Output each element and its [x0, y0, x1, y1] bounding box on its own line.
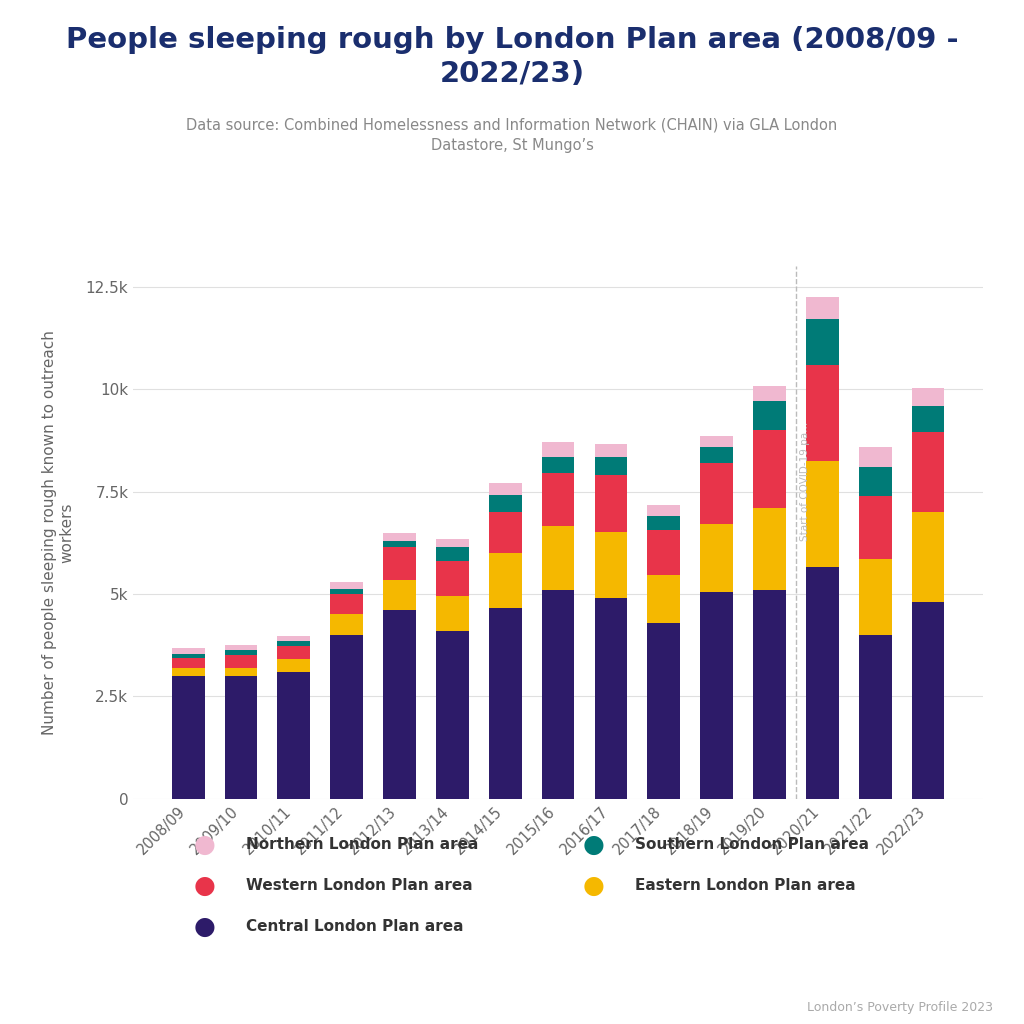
Bar — [806, 365, 839, 461]
Bar — [595, 598, 628, 799]
Bar — [436, 631, 469, 799]
Bar — [224, 655, 257, 669]
Bar — [224, 669, 257, 676]
Bar — [488, 482, 521, 495]
Bar — [542, 457, 574, 473]
Bar — [700, 447, 733, 463]
Bar — [700, 524, 733, 592]
Bar — [436, 547, 469, 561]
Bar — [436, 561, 469, 596]
Bar — [806, 461, 839, 567]
Bar — [278, 672, 310, 799]
Bar — [859, 559, 892, 635]
Bar — [753, 590, 785, 799]
Text: People sleeping rough by London Plan area (2008/09 -
2022/23): People sleeping rough by London Plan are… — [66, 26, 958, 88]
Bar — [647, 516, 680, 530]
Bar — [488, 495, 521, 512]
Text: Start of COVID-19 pa...: Start of COVID-19 pa... — [800, 422, 810, 541]
Bar — [172, 648, 205, 653]
Bar — [859, 635, 892, 799]
Bar — [647, 506, 680, 516]
Bar — [172, 668, 205, 676]
Bar — [383, 534, 416, 541]
Y-axis label: Number of people sleeping rough known to outreach
workers: Number of people sleeping rough known to… — [42, 330, 75, 735]
Bar — [224, 676, 257, 799]
Bar — [436, 596, 469, 631]
Bar — [647, 623, 680, 799]
Bar — [753, 401, 785, 430]
Bar — [172, 657, 205, 668]
Bar — [331, 635, 364, 799]
Bar — [859, 447, 892, 467]
Bar — [595, 475, 628, 532]
Text: Data source: Combined Homelessness and Information Network (CHAIN) via GLA Londo: Data source: Combined Homelessness and I… — [186, 118, 838, 153]
Bar — [488, 608, 521, 799]
Bar — [331, 582, 364, 589]
Bar — [806, 319, 839, 365]
Bar — [436, 539, 469, 547]
Bar — [383, 541, 416, 547]
Bar — [911, 432, 944, 512]
Text: Southern London Plan area: Southern London Plan area — [635, 838, 869, 852]
Text: ●: ● — [583, 833, 605, 857]
Bar — [383, 610, 416, 799]
Bar — [647, 530, 680, 575]
Text: ●: ● — [194, 833, 216, 857]
Bar — [488, 512, 521, 553]
Bar — [278, 636, 310, 641]
Bar — [278, 659, 310, 672]
Bar — [700, 436, 733, 447]
Bar — [542, 526, 574, 590]
Text: ●: ● — [194, 873, 216, 898]
Text: Eastern London Plan area: Eastern London Plan area — [635, 879, 855, 893]
Bar — [595, 443, 628, 457]
Bar — [700, 463, 733, 524]
Text: Central London Plan area: Central London Plan area — [246, 920, 463, 934]
Bar — [806, 567, 839, 799]
Bar — [224, 645, 257, 650]
Bar — [542, 442, 574, 457]
Text: ●: ● — [194, 914, 216, 939]
Bar — [753, 508, 785, 590]
Bar — [278, 646, 310, 659]
Bar — [383, 580, 416, 610]
Bar — [172, 653, 205, 657]
Bar — [542, 473, 574, 526]
Bar — [172, 676, 205, 799]
Bar — [331, 614, 364, 635]
Bar — [383, 547, 416, 580]
Bar — [700, 592, 733, 799]
Bar — [911, 512, 944, 602]
Bar — [647, 575, 680, 623]
Bar — [542, 590, 574, 799]
Bar — [595, 457, 628, 475]
Bar — [911, 602, 944, 799]
Bar — [859, 496, 892, 559]
Bar — [278, 641, 310, 646]
Text: Western London Plan area: Western London Plan area — [246, 879, 472, 893]
Bar — [859, 467, 892, 496]
Bar — [595, 532, 628, 598]
Bar — [753, 430, 785, 508]
Bar — [224, 650, 257, 655]
Bar — [488, 553, 521, 608]
Bar — [331, 594, 364, 614]
Bar — [331, 589, 364, 594]
Bar — [753, 386, 785, 401]
Text: London’s Poverty Profile 2023: London’s Poverty Profile 2023 — [807, 1000, 993, 1014]
Bar — [806, 297, 839, 319]
Bar — [911, 388, 944, 406]
Text: ●: ● — [583, 873, 605, 898]
Text: Northern London Plan area: Northern London Plan area — [246, 838, 478, 852]
Bar — [911, 406, 944, 432]
